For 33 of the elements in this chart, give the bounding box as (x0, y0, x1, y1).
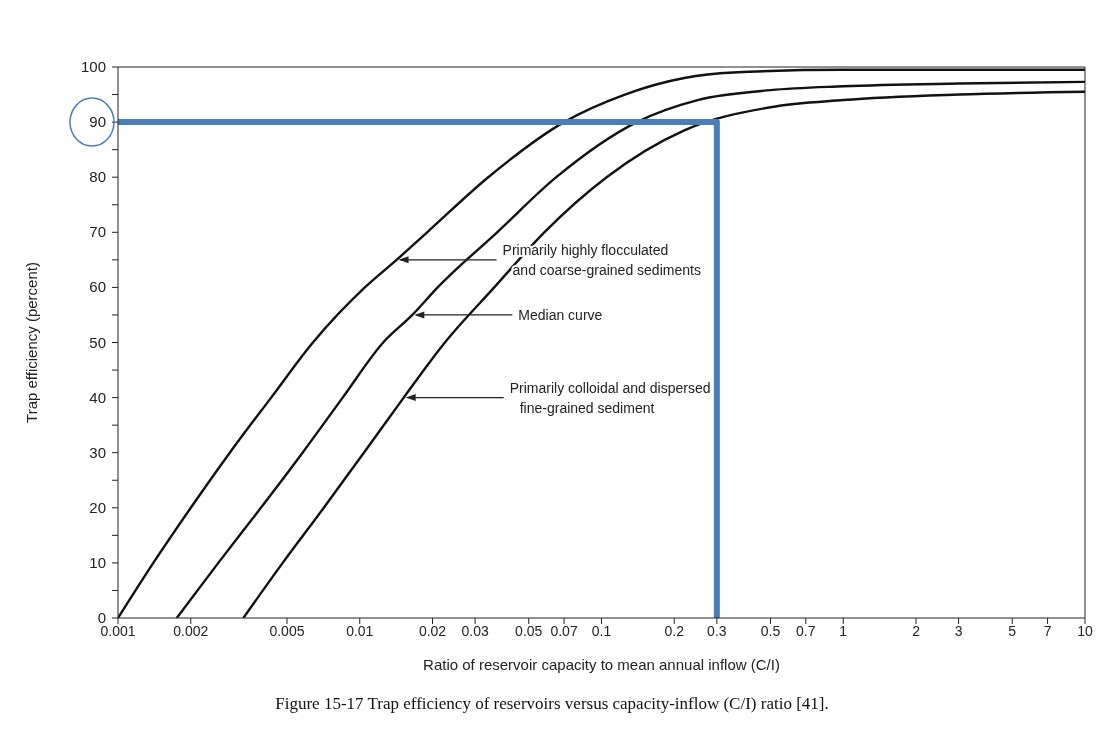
x-tick-label: 0.5 (760, 622, 781, 639)
annotation: Primarily colloidal and dispersed fine-grained sediment (509, 379, 711, 416)
annotation: Median curve (518, 306, 603, 323)
x-tick-label: 3 (954, 622, 963, 639)
x-tick-label: 0.1 (591, 622, 612, 639)
x-axis-title: Ratio of reservoir capacity to mean annual inflow (C/I) (423, 656, 780, 673)
y-tick-label: 100 (80, 58, 106, 75)
x-tick-label: 0.3 (707, 622, 727, 639)
x-tick-label: 10 (1077, 622, 1093, 639)
x-tick-label: 2 (912, 622, 921, 639)
x-tick-label: 0.01 (346, 622, 374, 639)
y-tick-label: 30 (89, 443, 106, 461)
x-tick-label: 5 (1008, 622, 1017, 639)
x-tick-label: 0.7 (796, 622, 816, 639)
x-tick-label: 0.002 (173, 622, 209, 639)
x-tick-label: 0.05 (515, 622, 543, 639)
y-tick-label: 50 (89, 333, 106, 351)
caption: Figure 15-17 Trap efficiency of reservoirs versus capacity-inflow (C/I) ratio [41]. (274, 694, 830, 714)
y-tick-label: 40 (89, 388, 106, 406)
y-tick-label: 90 (89, 113, 106, 131)
y-tick-label: 80 (89, 168, 106, 186)
x-tick-label: 7 (1043, 622, 1052, 639)
y-tick-label: 20 (89, 498, 106, 516)
x-tick-label: 0.03 (461, 622, 489, 639)
x-tick-label: 0.2 (664, 622, 685, 639)
x-tick-label: 1 (839, 622, 848, 639)
y-axis-title: Trap efficiency (percent) (23, 262, 41, 423)
y-tick-label: 70 (89, 223, 106, 241)
x-tick-label: 0.005 (269, 622, 305, 639)
y-tick-label: 60 (89, 278, 106, 296)
x-tick-label: 0.02 (418, 622, 447, 639)
y-tick-label: 10 (89, 553, 106, 571)
x-tick-label: 0.07 (550, 622, 578, 639)
